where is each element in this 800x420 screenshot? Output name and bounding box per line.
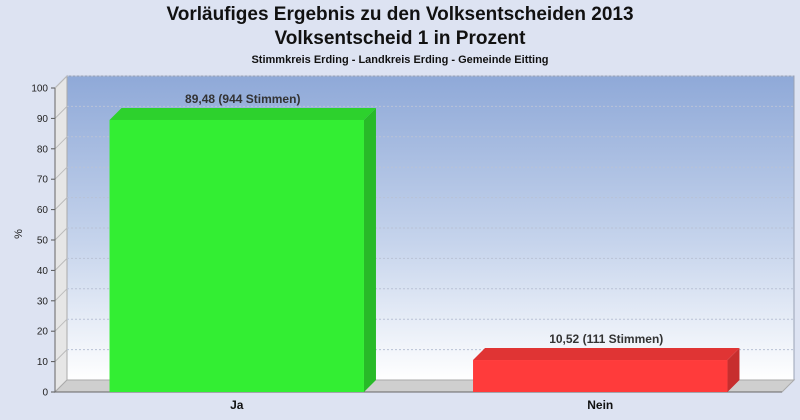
- bar-front: [109, 119, 364, 392]
- gridline-side: [54, 166, 68, 180]
- bar-ja: 89,48 (944 Stimmen): [109, 92, 376, 392]
- y-tick-label: 90: [37, 114, 49, 125]
- gridline-side: [54, 197, 68, 210]
- y-tick-label: 60: [37, 205, 49, 216]
- y-tick-label: 100: [31, 84, 48, 95]
- y-axis-label: %: [13, 229, 25, 239]
- y-tick-label: 30: [37, 296, 49, 307]
- y-tick-label: 0: [42, 388, 48, 399]
- gridline-side: [54, 288, 68, 302]
- x-tick-label: Nein: [587, 398, 613, 412]
- bars: 89,48 (944 Stimmen) 10,52 (111 Stimmen): [109, 92, 740, 392]
- bar-top: [109, 107, 376, 120]
- bar-top: [473, 348, 740, 361]
- chart-title-line2: Volksentscheid 1 in Prozent: [274, 28, 526, 49]
- x-axis: Ja Nein: [230, 398, 613, 412]
- y-tick-label: 70: [37, 175, 49, 186]
- y-tick-label: 50: [37, 236, 49, 247]
- bar-side: [363, 107, 376, 392]
- gridline-side: [54, 136, 68, 150]
- gridline-side: [54, 318, 68, 332]
- gridline-side: [54, 258, 68, 271]
- y-tick-label: 80: [37, 144, 49, 155]
- y-tick-label: 10: [37, 357, 49, 368]
- chart-title: Vorläufiges Ergebnis zu den Volksentsche…: [166, 4, 634, 25]
- gridline-side: [54, 106, 68, 119]
- gridline-side: [54, 75, 68, 89]
- x-tick-label: Ja: [230, 398, 244, 412]
- gridline-side: [54, 227, 68, 241]
- data-label: 89,48 (944 Stimmen): [185, 92, 300, 106]
- data-label: 10,52 (111 Stimmen): [549, 332, 663, 346]
- chart-subtitle: Stimmkreis Erding - Landkreis Erding - G…: [251, 54, 549, 66]
- bar-side: [727, 348, 740, 392]
- bar-nein: 10,52 (111 Stimmen): [473, 332, 740, 392]
- y-tick-label: 40: [37, 266, 49, 277]
- gridline-side: [54, 349, 68, 362]
- y-tick-label: 20: [37, 327, 49, 338]
- bar-front: [473, 360, 728, 392]
